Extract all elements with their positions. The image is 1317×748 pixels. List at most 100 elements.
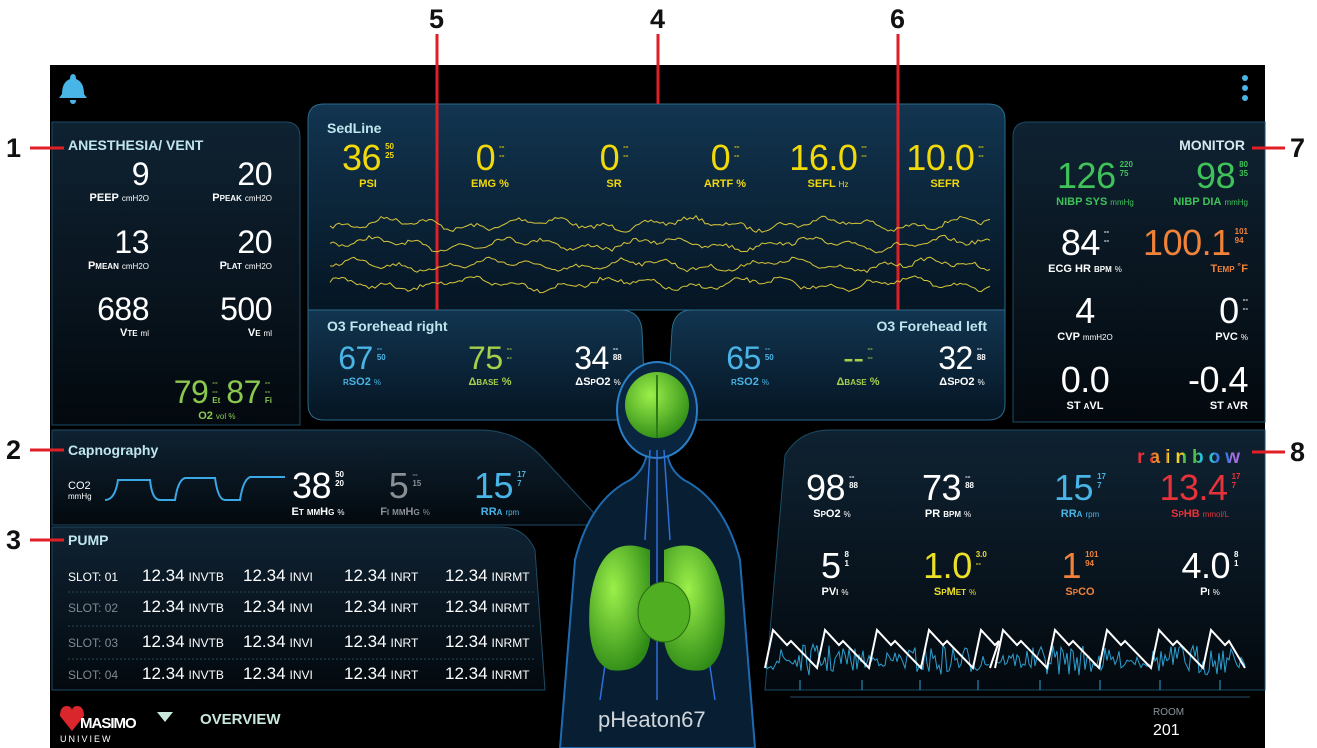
vital-tile: 65 -- 50 rSO2% — [726, 342, 774, 388]
vital-value: 38 — [292, 465, 332, 506]
rate-value: 12.34 — [142, 566, 185, 585]
vital-name: NIBP SYS — [1056, 196, 1108, 208]
alarm-limits: 101 94 — [1235, 227, 1248, 245]
vital-label: Pi% — [1182, 587, 1239, 598]
vital-label: PEEP cmH2O — [90, 193, 149, 204]
pump-rate: 12.34 INRMT — [445, 664, 546, 684]
alarm-limits: -- -- — [1104, 227, 1109, 245]
pump-rate: 12.34 INRMT — [445, 566, 546, 586]
alarm-limits: 101 94 — [1085, 550, 1098, 568]
vital-unit: cmH2O — [244, 194, 272, 203]
vital-value: 73 — [922, 467, 962, 508]
vital-name: Pi — [1200, 586, 1210, 598]
alarm-limits: -- 88 — [613, 344, 622, 362]
rate-unit: INVI — [289, 668, 313, 682]
alarm-limit: -- — [976, 344, 983, 353]
slot-number: 04 — [104, 668, 119, 682]
alarm-limits: 50 20 — [335, 470, 344, 488]
vital-label: CVP mmH2O — [1057, 332, 1112, 343]
rate-value: 12.34 — [344, 664, 387, 683]
vital-unit: cmH2O — [244, 262, 272, 271]
alarm-limit: -- — [867, 353, 873, 362]
vital-value: 15 — [1054, 467, 1094, 508]
slot-label: SLOT: — [68, 668, 102, 682]
alarm-limit: 1 — [844, 559, 849, 568]
vital-unit: % — [1240, 333, 1248, 342]
rate-value: 12.34 — [243, 664, 286, 683]
nav-dropdown-icon[interactable] — [157, 712, 173, 722]
rate-unit: INVI — [289, 570, 313, 584]
pump-rate: 12.34 INRT — [344, 632, 445, 652]
rate-value: 12.34 — [445, 664, 488, 683]
vital-tile: 1 101 94 SpCO — [1062, 548, 1099, 598]
menu-icon[interactable] — [1242, 75, 1248, 101]
vital-value: 13 — [114, 224, 149, 260]
alarm-limit: 8 — [1234, 550, 1239, 559]
vital-value: 75 — [468, 340, 503, 376]
alarm-limit: -- — [264, 387, 271, 396]
alarm-limit: -- — [849, 472, 855, 481]
eeg-waveform — [329, 214, 991, 233]
product-name: UNIVIEW — [60, 734, 113, 744]
vital-value: 36 — [342, 137, 382, 178]
alarm-limit: 88 — [965, 481, 974, 490]
alarm-limit: 50 — [335, 470, 344, 479]
panel-title: PUMP — [68, 532, 109, 548]
o2-reading: 79 -- -- Et 87 -- -- Fi — [174, 376, 272, 408]
vital-name: SpCO — [1065, 586, 1095, 598]
alarm-limit: 220 — [1119, 160, 1133, 169]
alarm-limit: 17 — [1097, 472, 1106, 481]
alarm-limits: -- -- — [499, 142, 504, 160]
vital-tile: 36 50 25 PSI — [342, 140, 394, 190]
pump-rate: 12.34 INRT — [344, 664, 445, 684]
vital-label: Ppeak cmH2O — [212, 193, 272, 204]
rate-unit: INRMT — [491, 601, 530, 615]
vital-reading: 84 -- -- — [1061, 225, 1109, 261]
vital-reading: 38 50 20 — [292, 468, 344, 504]
vital-value: 500 — [220, 291, 272, 327]
nav-overview[interactable]: OVERVIEW — [200, 711, 281, 728]
rate-value: 12.34 — [344, 566, 387, 585]
alarm-limits: -- -- — [623, 142, 628, 160]
alarm-limits: -- -- — [978, 142, 983, 160]
alarm-limit: -- — [612, 344, 619, 353]
vital-name: Ppeak — [212, 192, 242, 204]
alarm-bell-icon[interactable] — [59, 74, 87, 104]
vital-unit: rpm — [1085, 510, 1100, 519]
alarm-limit: -- — [264, 378, 271, 387]
rate-unit: INRT — [390, 636, 419, 650]
vital-label: ΔSpO2% — [938, 377, 986, 388]
alarm-limits: 80 35 — [1239, 160, 1248, 178]
alarm-limit: -- — [212, 378, 218, 387]
vital-label: SpO2% — [806, 509, 858, 520]
gas-label: Fi — [264, 396, 272, 405]
alarm-limit: 50 — [376, 353, 386, 362]
vital-tile: 16.0 -- -- SEFL Hz — [789, 140, 866, 190]
rate-unit: INVTB — [188, 570, 224, 584]
alarm-limit: 25 — [385, 151, 394, 160]
rate-value: 12.34 — [445, 566, 488, 585]
slot-label: SLOT: — [68, 570, 102, 584]
vital-label: PVC% — [1215, 332, 1248, 343]
rate-unit: INRT — [390, 668, 419, 682]
eeg-waveform — [329, 234, 991, 254]
alarm-limits: -- -- — [1243, 295, 1248, 313]
vital-name: ECG HR bpm — [1048, 263, 1112, 275]
panel-title: ANESTHESIA/ VENT — [68, 137, 204, 153]
alarm-limit: 50 — [764, 353, 774, 362]
vital-label: EMG % — [471, 179, 509, 190]
alarm-limits: -- -- Et — [212, 378, 220, 405]
vital-label: ΔSpO2% — [574, 377, 622, 388]
vital-value: 98 — [1196, 155, 1236, 196]
vital-tile: 15 17 7 RRa rpm — [1054, 470, 1106, 520]
vital-name: Δbase % — [836, 376, 880, 388]
vital-reading: 98 -- 88 — [806, 470, 858, 506]
pump-separators — [68, 591, 535, 660]
vital-name: ARTF % — [703, 178, 747, 190]
vital-label: SEFR — [906, 179, 983, 190]
vital-value: 10.0 — [906, 137, 975, 178]
vital-name: SpO2 — [813, 508, 841, 520]
panel-title: Capnography — [68, 442, 159, 458]
vital-tile: 0.0 ST aVL — [1061, 362, 1110, 412]
